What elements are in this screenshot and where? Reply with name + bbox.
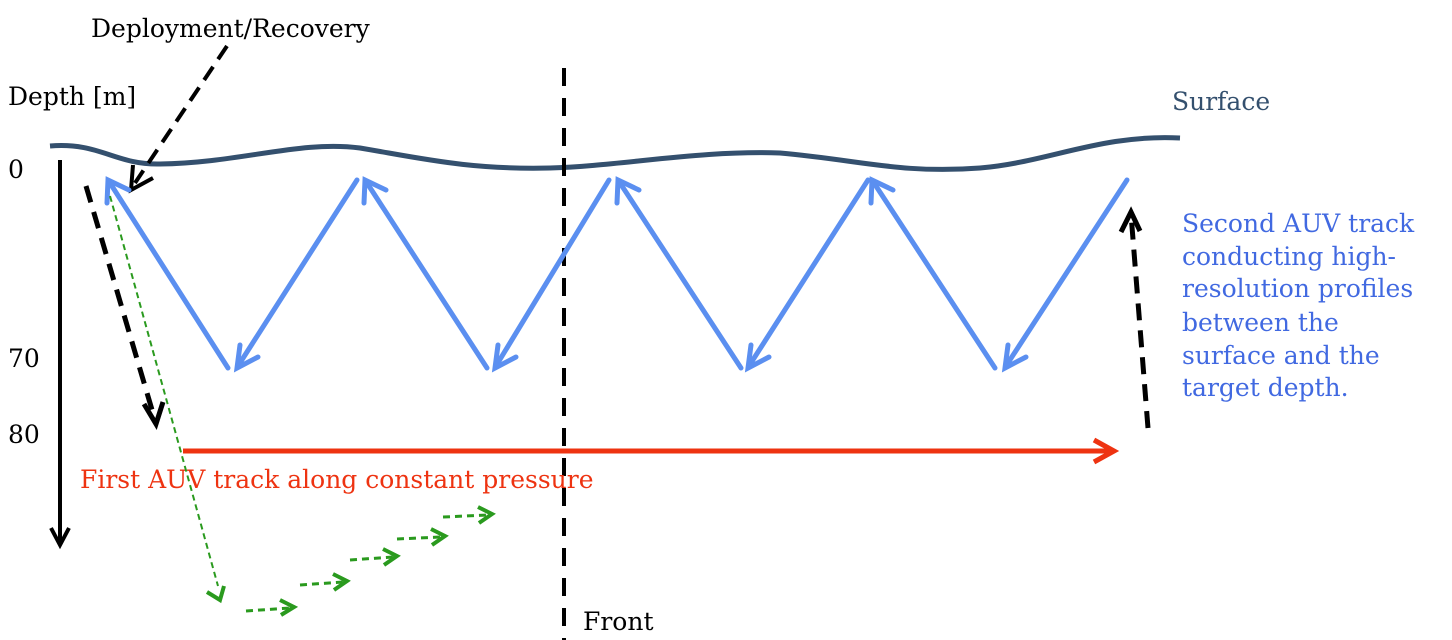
- description-line: Second AUV track: [1182, 209, 1415, 238]
- second-auv-track-description: Second AUV track conducting high- resolu…: [1182, 209, 1415, 402]
- sea-surface-line: [49, 135, 1181, 172]
- descent-dashed-arrow: [83, 185, 166, 431]
- depth-axis-arrow: [49, 160, 71, 550]
- depth-tick-0: 0: [8, 155, 24, 184]
- green-glide-arrows: [245, 505, 496, 617]
- description-line: between the: [1182, 308, 1339, 337]
- first-auv-track-arrow: [183, 437, 1120, 465]
- depth-axis-label: Depth [m]: [8, 82, 136, 111]
- first-auv-track-label: First AUV track along constant pressure: [80, 465, 594, 494]
- front-label: Front: [583, 607, 654, 636]
- depth-tick-80: 80: [8, 420, 40, 449]
- description-line: surface and the: [1182, 341, 1380, 370]
- depth-tick-70: 70: [8, 344, 40, 373]
- second-auv-track: [104, 176, 1130, 373]
- surface-label: Surface: [1172, 87, 1270, 116]
- ascent-dashed-arrow: [1118, 206, 1151, 429]
- green-descent-path: [109, 195, 226, 604]
- description-line: resolution profiles: [1182, 274, 1413, 303]
- description-line: conducting high-: [1182, 242, 1396, 271]
- deployment-recovery-label: Deployment/Recovery: [91, 14, 371, 43]
- deployment-arrow: [128, 44, 229, 194]
- description-line: target depth.: [1182, 373, 1349, 402]
